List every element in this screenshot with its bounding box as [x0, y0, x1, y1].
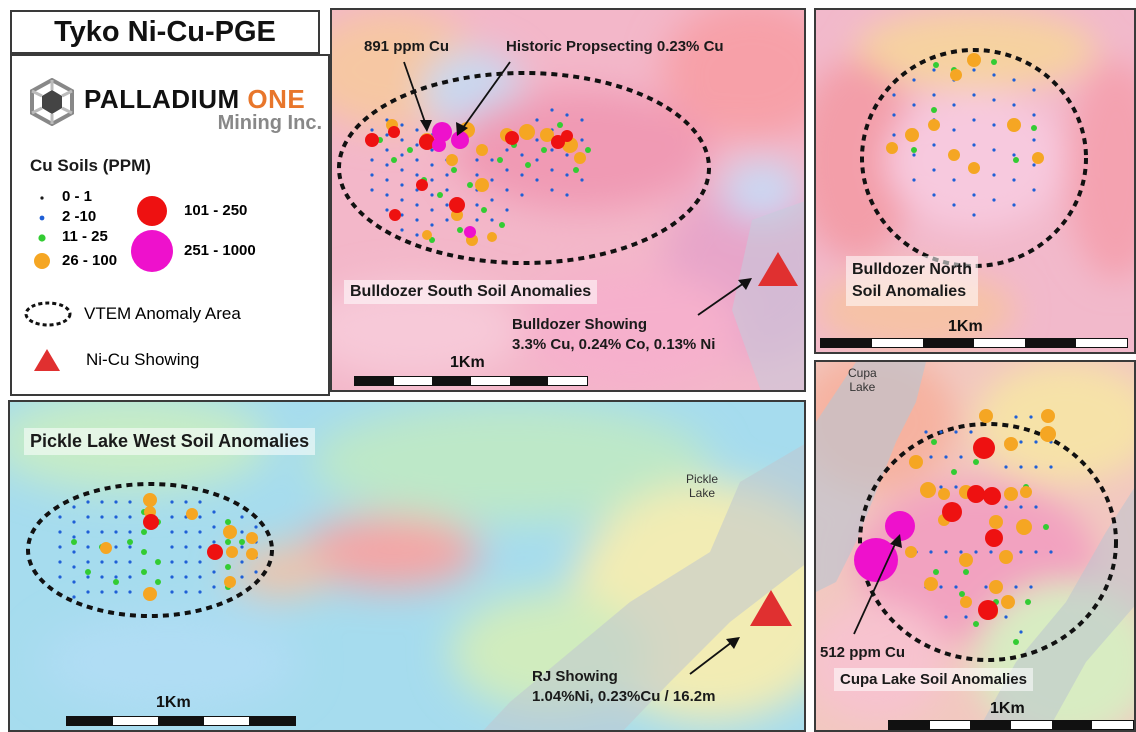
panel-label: Cupa Lake Soil Anomalies	[834, 668, 1033, 691]
showing-triangle-icon	[758, 252, 798, 286]
panel-label-line: Soil Anomalies	[852, 283, 967, 300]
legend-label: 0 - 1	[62, 188, 93, 205]
legend-item: Ni-Cu Showing	[32, 346, 199, 379]
geophysics-background	[10, 402, 804, 730]
legend-dot-icon	[137, 196, 167, 226]
legend-dot-icon	[38, 234, 46, 242]
lake-label-line: Lake	[849, 380, 876, 394]
lake-label-line: Lake	[688, 486, 716, 500]
logo-hexagon-icon	[30, 78, 74, 126]
legend-item: VTEM Anomaly Area	[22, 300, 241, 333]
geophysics-background	[332, 10, 804, 390]
callout-512ppm: 512 ppm Cu	[820, 644, 906, 661]
legend-label: 251 - 1000	[184, 242, 256, 259]
lake-label-pickle: Pickle Lake	[686, 472, 718, 500]
vtem-anomaly-ellipse	[26, 482, 274, 618]
cupa-lake-shape	[816, 362, 926, 592]
callout-historic: Historic Propsecting 0.23% Cu	[506, 38, 724, 55]
lake-label-cupa: Cupa Lake	[848, 366, 877, 394]
bulldozer-showing-assay: 3.3% Cu, 0.24% Co, 0.13% Ni	[512, 336, 716, 353]
legend-dot-icon	[131, 230, 173, 272]
legend-title: Cu Soils (PPM)	[30, 156, 151, 175]
legend-item: 2 -10	[30, 208, 96, 233]
legend-label: Ni-Cu Showing	[86, 350, 200, 369]
legend-item: 0 - 1	[30, 188, 92, 213]
legend-dot-icon	[40, 196, 44, 200]
company-logo: PALLADIUM ONE Mining Inc.	[22, 68, 322, 138]
panel-pickle-lake-west: Pickle Lake West Soil Anomalies Pickle L…	[8, 400, 806, 732]
lake-label-line: Cupa	[848, 366, 877, 380]
vtem-ellipse-icon	[24, 301, 72, 327]
showing-triangle-icon	[750, 590, 792, 626]
panel-label-line: Bulldozer North	[852, 261, 972, 278]
scale-bar	[66, 716, 296, 726]
legend-dot-icon	[39, 215, 45, 221]
panel-label: Bulldozer North Soil Anomalies	[846, 256, 978, 306]
legend: PALLADIUM ONE Mining Inc. Cu Soils (PPM)…	[10, 54, 330, 396]
legend-item: 101 - 250	[134, 194, 247, 233]
rj-showing-title: RJ Showing	[532, 668, 618, 685]
scale-label: 1Km	[156, 694, 191, 711]
panel-cupa-lake: Cupa Lake 512 ppm Cu Cupa Lake Soil Anom…	[814, 360, 1136, 732]
rj-showing-assay: 1.04%Ni, 0.23%Cu / 16.2m	[532, 688, 716, 705]
vtem-anomaly-ellipse	[860, 48, 1088, 268]
legend-label: 2 -10	[62, 208, 97, 225]
legend-dot-icon	[34, 253, 50, 269]
scale-bar	[888, 720, 1134, 730]
pickle-lake-shape	[483, 444, 804, 730]
legend-label: 26 - 100	[62, 252, 118, 269]
panel-bulldozer-north: Bulldozer North Soil Anomalies 1Km	[814, 8, 1136, 354]
legend-item: 11 - 25	[30, 228, 108, 253]
logo-text-one: ONE	[247, 84, 306, 114]
panel-bulldozer-south: 891 ppm Cu Historic Propsecting 0.23% Cu…	[330, 8, 806, 392]
scale-label: 1Km	[948, 318, 983, 335]
logo-subtitle: Mining Inc.	[217, 112, 322, 134]
geophysics-background	[816, 362, 1134, 730]
scale-bar	[820, 338, 1128, 348]
scale-label: 1Km	[990, 700, 1025, 717]
panel-label: Pickle Lake West Soil Anomalies	[24, 428, 316, 455]
legend-label: 101 - 250	[184, 202, 248, 219]
scale-bar	[354, 376, 588, 386]
scale-label: 1Km	[450, 354, 485, 371]
bulldozer-showing-title: Bulldozer Showing	[512, 316, 647, 333]
showing-triangle-icon	[34, 349, 60, 371]
lake-label-line: Pickle	[686, 472, 719, 486]
logo-text-palladium: PALLADIUM	[84, 84, 240, 114]
callout-891ppm: 891 ppm Cu	[364, 38, 450, 55]
panel-label: Bulldozer South Soil Anomalies	[344, 280, 598, 304]
vtem-anomaly-ellipse	[337, 71, 711, 265]
legend-label: 11 - 25	[62, 228, 108, 245]
map-title: Tyko Ni-Cu-PGE	[10, 10, 320, 54]
legend-item: 251 - 1000	[130, 228, 256, 279]
legend-label: VTEM Anomaly Area	[84, 304, 241, 323]
legend-item: 26 - 100	[30, 250, 117, 277]
vtem-anomaly-ellipse	[858, 422, 1118, 662]
